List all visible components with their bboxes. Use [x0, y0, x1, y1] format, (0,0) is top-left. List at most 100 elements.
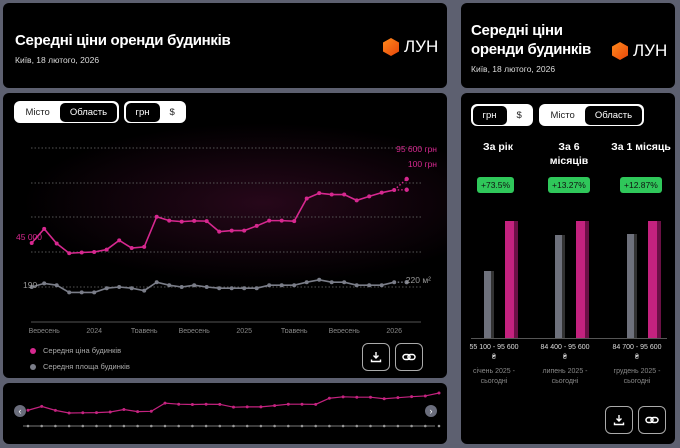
- area-point[interactable]: [117, 285, 122, 289]
- area-point[interactable]: [229, 286, 234, 291]
- price-point[interactable]: [167, 218, 172, 223]
- area-point[interactable]: [104, 286, 109, 291]
- toggle-region[interactable]: Область: [584, 105, 643, 125]
- price-point[interactable]: [79, 250, 84, 255]
- mini-axis-tick: [287, 424, 290, 428]
- price-point[interactable]: [192, 218, 197, 223]
- summary-title: Середні ціни оренди будинків: [471, 22, 591, 58]
- area-point[interactable]: [379, 283, 384, 288]
- mini-chart[interactable]: [3, 383, 447, 444]
- price-point[interactable]: [367, 194, 372, 199]
- mini-axis-tick: [396, 424, 400, 428]
- price-point[interactable]: [292, 219, 297, 224]
- toggle-city[interactable]: Місто: [550, 109, 575, 121]
- download-button[interactable]: [362, 343, 390, 371]
- change-badge: +73.5%: [477, 177, 515, 193]
- price-point[interactable]: [129, 246, 134, 251]
- area-point[interactable]: [54, 283, 59, 288]
- area-point[interactable]: [329, 280, 334, 285]
- scroll-right-button[interactable]: ›: [425, 405, 437, 417]
- price-point[interactable]: [279, 218, 284, 223]
- price-point[interactable]: [304, 196, 309, 201]
- toggle-city[interactable]: Місто: [25, 106, 50, 118]
- area-point[interactable]: [192, 283, 197, 288]
- price-point[interactable]: [379, 190, 384, 195]
- location-toggle[interactable]: Місто Область: [14, 101, 119, 123]
- share-link-button[interactable]: [395, 343, 423, 371]
- price-point[interactable]: [254, 223, 259, 228]
- area-point[interactable]: [254, 286, 259, 291]
- summary-location-toggle[interactable]: Місто Область: [539, 104, 644, 126]
- toggle-usd[interactable]: $: [169, 106, 175, 118]
- price-point[interactable]: [42, 226, 47, 231]
- mini-price-point: [163, 401, 167, 405]
- area-point[interactable]: [367, 283, 372, 288]
- area-point[interactable]: [267, 283, 272, 288]
- mini-price-point: [259, 405, 263, 409]
- area-point[interactable]: [154, 280, 159, 285]
- toggle-region[interactable]: Область: [59, 102, 118, 122]
- summary-currency-toggle[interactable]: грн $: [471, 104, 534, 126]
- projection-point[interactable]: [404, 176, 409, 182]
- price-point[interactable]: [329, 192, 334, 197]
- projection-point[interactable]: [404, 280, 409, 285]
- price-point[interactable]: [92, 249, 97, 254]
- area-point[interactable]: [304, 280, 309, 285]
- mini-price-point: [300, 402, 304, 406]
- summary-download-button[interactable]: [605, 406, 633, 434]
- price-point[interactable]: [117, 238, 122, 243]
- price-point[interactable]: [317, 191, 322, 196]
- area-point[interactable]: [279, 283, 284, 288]
- area-point[interactable]: [129, 286, 134, 291]
- price-point[interactable]: [242, 228, 247, 233]
- price-point[interactable]: [154, 214, 159, 219]
- area-point[interactable]: [142, 288, 147, 293]
- projection-line: [393, 178, 408, 191]
- area-point[interactable]: [204, 285, 209, 289]
- mini-axis-tick: [232, 424, 235, 428]
- toggle-usd[interactable]: $: [516, 109, 522, 121]
- area-point[interactable]: [292, 283, 297, 288]
- summary-share-link-button[interactable]: [638, 406, 666, 434]
- price-point[interactable]: [179, 219, 184, 224]
- link-icon: [402, 353, 416, 361]
- area-point[interactable]: [167, 283, 172, 288]
- price-point[interactable]: [142, 244, 147, 249]
- period-range: липень 2025 - сьогодні: [542, 368, 588, 385]
- mini-axis-tick: [382, 424, 386, 428]
- mini-axis-tick: [26, 424, 30, 428]
- summary-logo: ЛУН: [612, 41, 667, 61]
- price-point[interactable]: [29, 241, 34, 245]
- area-point[interactable]: [79, 290, 84, 295]
- price-point[interactable]: [267, 218, 272, 223]
- period-title: За 1 місяць: [611, 141, 671, 153]
- price-point[interactable]: [54, 241, 59, 246]
- area-point[interactable]: [354, 283, 359, 288]
- bar-to: [505, 221, 518, 338]
- price-point[interactable]: [354, 198, 359, 203]
- price-point[interactable]: [217, 229, 222, 234]
- area-point[interactable]: [67, 290, 72, 295]
- scroll-left-button[interactable]: ‹: [14, 405, 26, 417]
- mini-axis-tick: [259, 424, 263, 428]
- toggle-uah[interactable]: грн: [125, 102, 160, 122]
- price-point[interactable]: [104, 247, 109, 252]
- area-point[interactable]: [92, 290, 97, 295]
- area-point[interactable]: [342, 280, 347, 285]
- line-chart[interactable]: Вересень 2024 Травень Вересень 2025 Травень Ве…: [3, 93, 447, 333]
- area-point[interactable]: [317, 277, 322, 282]
- toggle-uah[interactable]: грн: [472, 105, 507, 125]
- price-point[interactable]: [229, 228, 234, 233]
- range-navigator[interactable]: ‹ ›: [3, 383, 447, 444]
- area-point[interactable]: [242, 286, 247, 291]
- x-tick-label: Вересень: [29, 328, 61, 333]
- price-point[interactable]: [204, 219, 209, 224]
- price-point[interactable]: [342, 192, 347, 197]
- area-point[interactable]: [217, 286, 222, 291]
- area-point[interactable]: [179, 285, 184, 289]
- currency-toggle[interactable]: грн $: [124, 101, 187, 123]
- area-point[interactable]: [29, 285, 34, 289]
- area-point[interactable]: [42, 281, 47, 286]
- price-point[interactable]: [67, 251, 72, 256]
- projection-point[interactable]: [404, 187, 409, 192]
